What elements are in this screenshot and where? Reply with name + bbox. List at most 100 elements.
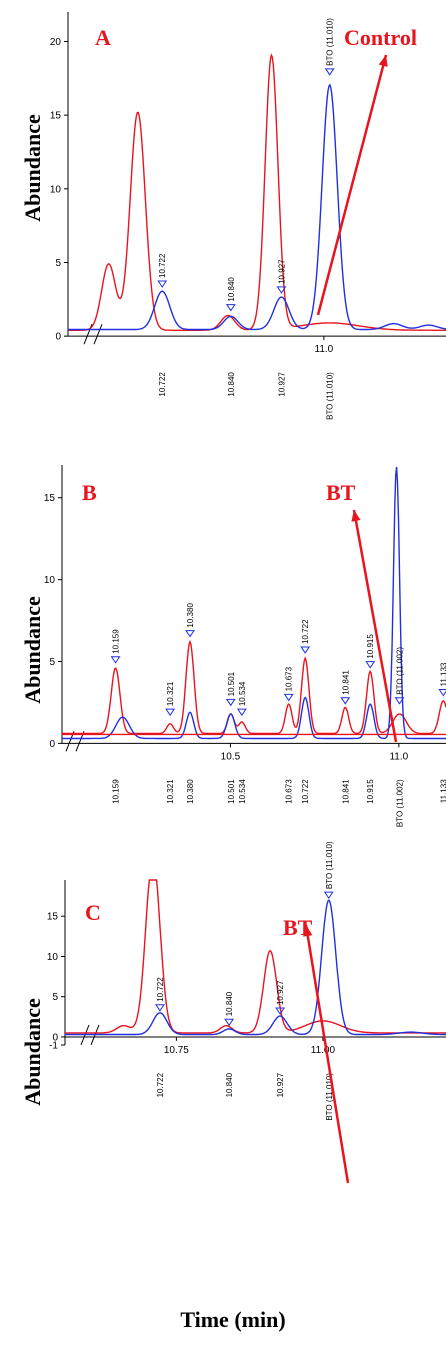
peak-time-label: BTO (11.002) <box>396 779 405 827</box>
peak-time-label: 10.927 <box>276 1072 285 1097</box>
peak-time-label: 10.159 <box>112 779 121 804</box>
x-tick-label: 11.00 <box>311 1045 336 1056</box>
peak-apex-label: 11.133 <box>439 662 446 686</box>
annotation-arrow <box>352 509 398 743</box>
peak-apex-label: 10.673 <box>285 666 294 691</box>
peak-marker <box>438 689 446 697</box>
x-tick-label: 10.75 <box>164 1045 189 1056</box>
peak-time-label: 10.722 <box>156 1072 165 1097</box>
peak-time-label: 10.840 <box>227 372 236 397</box>
arrow-head <box>378 55 388 67</box>
peak-time-label: 10.380 <box>186 779 195 804</box>
y-tick-label: 10 <box>47 952 59 963</box>
panel-b: B BT Abundance 0 5 10 15 10.5 11.0 10.159 10.32… <box>20 465 446 827</box>
peak-time-label: 10.915 <box>366 779 375 804</box>
peak-apex-label: 10.380 <box>186 603 195 628</box>
peak-marker <box>275 1007 286 1015</box>
peak-time-label: 10.841 <box>341 779 350 804</box>
peak-apex-label: 10.841 <box>341 670 350 695</box>
y-tick-label: 10 <box>44 575 56 586</box>
x-tick-label: 11.0 <box>389 751 408 762</box>
y-tick-label: 20 <box>50 37 62 48</box>
peak-time-label: 10.501 <box>227 779 236 804</box>
peak-apex-label: 10.927 <box>277 259 286 284</box>
y-tick-label: 10 <box>50 184 62 195</box>
axis-break-mark <box>93 323 103 345</box>
peak-apex-label: 10.840 <box>225 991 234 1016</box>
y-tick-label: 15 <box>44 493 56 504</box>
panel-a: A Control Abundance 0 5 10 15 20 11.0 10.722 10… <box>20 12 446 420</box>
peak-time-label: 10.840 <box>225 1072 234 1097</box>
peak-apex-label: 10.321 <box>166 681 175 706</box>
x-tick-label: 11.0 <box>315 344 334 355</box>
peak-marker <box>276 286 287 294</box>
peak-marker <box>185 630 195 638</box>
peak-marker <box>394 697 405 705</box>
series-line-red <box>68 53 446 331</box>
peak-marker <box>324 68 335 76</box>
y-tick-label: -1 <box>49 1041 58 1052</box>
peak-time-label: 10.534 <box>238 779 247 804</box>
annotation-arrow <box>304 924 350 1184</box>
peak-marker <box>157 280 168 288</box>
peak-apex-label: BTO (11.010) <box>325 841 334 889</box>
panel-annotation: Control <box>344 25 417 50</box>
peak-marker <box>225 698 236 707</box>
y-tick-label: 0 <box>49 739 55 750</box>
peak-time-label: BTO (11.010) <box>326 372 335 420</box>
panel-letter: C <box>85 900 101 925</box>
peak-time-label: 10.673 <box>285 779 294 804</box>
peak-marker <box>365 661 376 669</box>
axis-lines <box>64 880 446 1045</box>
peak-apex-label: 10.722 <box>301 619 310 644</box>
peak-marker <box>225 304 236 312</box>
peak-marker <box>340 697 351 705</box>
arrow-head <box>351 510 361 522</box>
y-tick-label: 5 <box>49 657 55 668</box>
peak-apex-label: 10.927 <box>276 980 285 1005</box>
x-tick-label: 10.5 <box>221 751 241 762</box>
peak-marker <box>155 1004 165 1012</box>
peak-apex-label: 10.915 <box>366 634 375 659</box>
peak-apex-label: BTO (11.010) <box>326 18 335 66</box>
arrow-head <box>303 925 313 937</box>
peak-time-label: 10.927 <box>277 372 286 397</box>
panel-letter: B <box>82 480 97 505</box>
y-tick-label: 15 <box>47 912 59 923</box>
peak-marker <box>236 708 247 717</box>
peak-marker <box>110 656 121 664</box>
series-line-blue <box>68 83 446 331</box>
peak-marker <box>283 693 294 702</box>
peak-time-label: 11.133 <box>439 779 446 803</box>
series-line-blue <box>62 466 446 740</box>
axis-lines <box>61 465 446 744</box>
peak-time-label: 10.722 <box>301 779 310 804</box>
peak-time-label: BTO (11.010) <box>325 1073 334 1121</box>
peak-time-label: 10.722 <box>158 372 167 397</box>
y-axis-label: Abundance <box>20 114 45 222</box>
panel-letter: A <box>95 25 111 50</box>
peak-apex-label: 10.534 <box>238 681 247 706</box>
series-line-blue <box>65 899 446 1036</box>
y-tick-label: 0 <box>55 332 61 343</box>
peak-apex-label: 10.840 <box>227 277 236 302</box>
y-tick-label: 5 <box>52 992 58 1003</box>
peak-marker <box>300 646 311 654</box>
axis-lines <box>67 12 446 337</box>
peak-marker <box>323 891 334 900</box>
y-axis-label: Abundance <box>20 998 45 1106</box>
peak-apex-label: 10.501 <box>227 671 236 696</box>
peak-time-label: 10.321 <box>166 779 175 804</box>
annotation-arrow <box>316 54 388 316</box>
peak-apex-label: BTO (11.002) <box>396 647 405 695</box>
y-tick-label: 0 <box>52 1032 58 1043</box>
series-line-red <box>62 639 446 735</box>
peak-marker <box>165 708 176 717</box>
peak-marker <box>224 1018 235 1027</box>
y-axis-label: Abundance <box>20 596 45 704</box>
peak-apex-label: 10.722 <box>158 253 167 278</box>
series-line-red <box>65 879 446 1034</box>
peak-apex-label: 10.159 <box>112 629 121 654</box>
